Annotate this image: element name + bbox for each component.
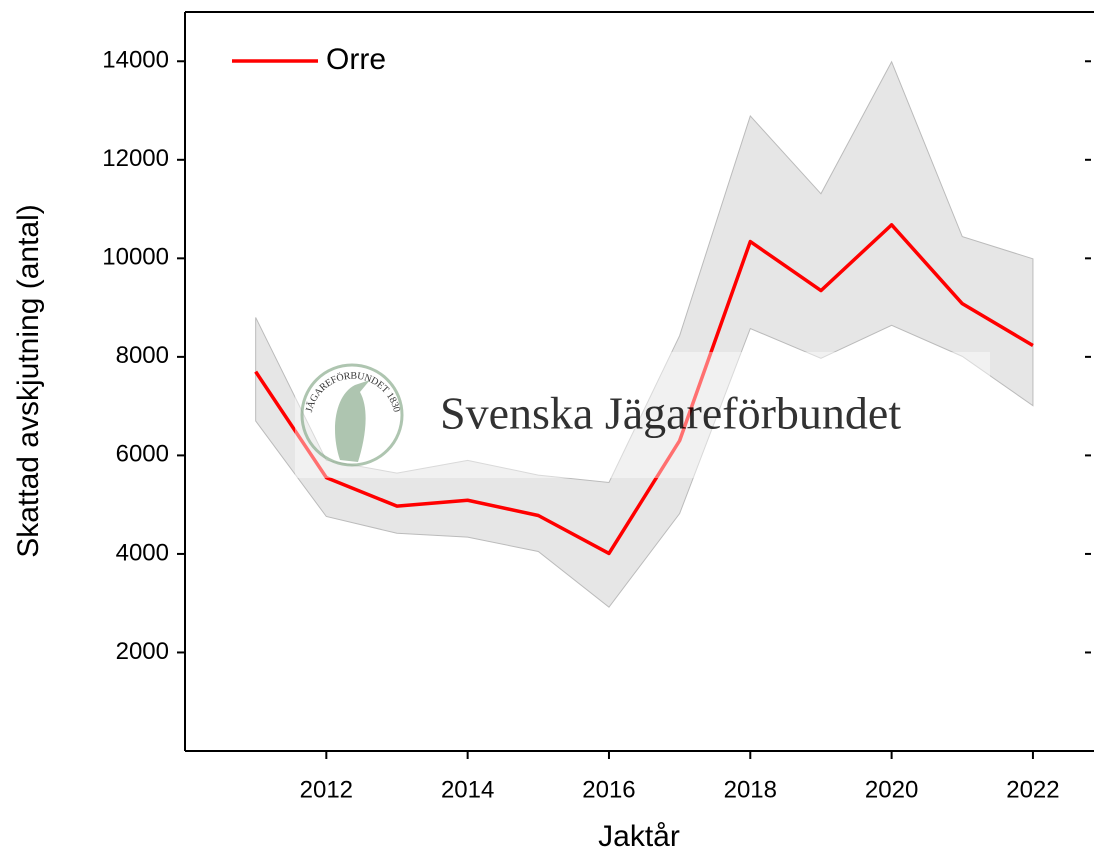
x-tick-label: 2020 — [865, 776, 918, 803]
x-tick-label: 2018 — [724, 776, 777, 803]
x-axis-label: Jaktår — [598, 820, 680, 853]
line — [254, 223, 1034, 556]
x-tick-label: 2014 — [441, 776, 494, 803]
y-tick-label: 10000 — [102, 244, 169, 271]
logo-eagle — [335, 380, 370, 462]
watermark: JÄGAREFÖRBUNDET 1830 Svenska Jägareförbu… — [295, 352, 990, 478]
watermark-bg — [295, 352, 990, 478]
logo-ring — [300, 363, 404, 467]
y-tick-label: 12000 — [102, 145, 169, 172]
x-tick-label: 2022 — [1006, 776, 1059, 803]
y-tick-label: 2000 — [116, 638, 169, 665]
watermark-text: Svenska Jägareförbundet — [440, 388, 901, 439]
y-tick-label: 6000 — [116, 441, 169, 468]
y-tick-label: 4000 — [116, 539, 169, 566]
confidence-band — [255, 60, 1034, 608]
x-tick-label: 2012 — [300, 776, 353, 803]
x-tick-label: 2016 — [582, 776, 635, 803]
y-axis-label: Skattad avskjutning (antal) — [12, 204, 45, 558]
y-tick-label: 8000 — [116, 342, 169, 369]
legend-label: Orre — [326, 43, 386, 76]
plot-area: Orre 2000 4000 6000 8000 10000 12000 14000 2012 2… — [102, 11, 1094, 803]
y-tick-label: 14000 — [102, 47, 169, 74]
